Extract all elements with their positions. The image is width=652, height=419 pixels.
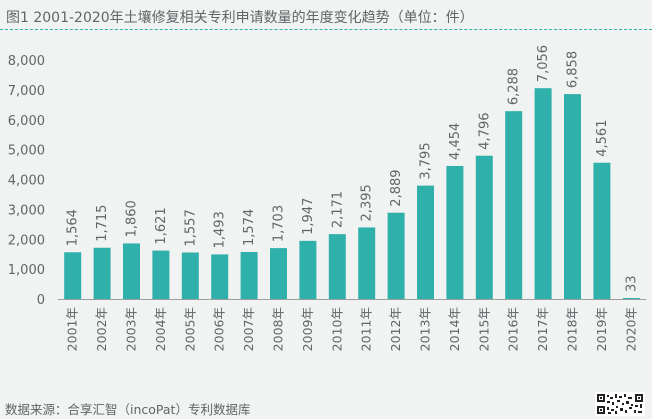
x-tick-label: 2008年 <box>271 307 286 351</box>
x-tick-label: 2011年 <box>359 307 374 351</box>
y-tick-label: 8,000 <box>8 54 45 69</box>
x-tick-label: 2005年 <box>182 307 197 351</box>
y-tick-label: 4,000 <box>8 174 45 189</box>
bar <box>64 252 82 299</box>
bar <box>181 252 199 299</box>
bar <box>446 165 464 299</box>
x-axis-labels: 2001年 2002年 2003年 2004年 2005年 2006年 2007年 2008年… <box>65 307 639 351</box>
y-axis: 0 1,000 2,000 3,000 4,000 5,000 6,000 7,000 8,00… <box>8 54 45 308</box>
data-label: 1,703 <box>272 205 287 242</box>
y-tick-label: 2,000 <box>8 233 45 248</box>
x-tick-label: 2016年 <box>506 307 521 351</box>
x-tick-label: 2006年 <box>212 307 227 351</box>
x-tick-label: 2018年 <box>565 307 580 351</box>
bar <box>387 212 405 299</box>
y-tick-label: 0 <box>37 293 45 308</box>
data-label: 1,574 <box>242 209 257 246</box>
bar <box>93 247 111 299</box>
x-tick-label: 2012年 <box>388 307 403 351</box>
data-label: 7,056 <box>536 45 551 82</box>
data-label: 4,796 <box>477 113 492 150</box>
bar <box>417 185 434 299</box>
x-tick-label: 2001年 <box>65 307 80 351</box>
x-tick-label: 2003年 <box>124 307 139 351</box>
data-label: 1,493 <box>213 211 228 248</box>
bars <box>64 88 640 300</box>
y-tick-label: 6,000 <box>8 114 45 129</box>
qr-code-icon[interactable] <box>595 392 645 416</box>
data-label: 4,561 <box>595 120 610 157</box>
data-label: 1,947 <box>301 198 316 235</box>
data-label: 33 <box>624 275 639 292</box>
bar <box>299 240 317 299</box>
x-tick-label: 2019年 <box>594 307 609 351</box>
data-label: 1,715 <box>95 205 110 242</box>
x-tick-label: 2002年 <box>94 307 109 351</box>
bar <box>358 227 376 299</box>
data-label: 1,557 <box>183 209 198 246</box>
x-tick-label: 2014年 <box>447 307 462 351</box>
x-tick-label: 2017年 <box>535 307 550 351</box>
y-tick-label: 3,000 <box>8 203 45 218</box>
bar <box>622 298 640 299</box>
bar <box>505 111 523 299</box>
bar <box>270 248 287 299</box>
data-label: 4,454 <box>448 123 463 160</box>
data-label: 1,621 <box>154 207 169 244</box>
data-label: 1,860 <box>125 200 140 237</box>
x-tick-label: 2004年 <box>153 307 168 351</box>
y-tick-label: 7,000 <box>8 84 45 99</box>
value-labels: 1,564 1,715 1,860 1,621 1,557 1,493 1,574 1,703… <box>66 45 640 292</box>
bar <box>564 94 581 299</box>
data-label: 2,889 <box>389 169 404 206</box>
bar <box>152 250 170 299</box>
title-divider <box>0 29 652 30</box>
data-label: 2,171 <box>330 191 345 228</box>
x-tick-label: 2009年 <box>300 307 315 351</box>
data-label: 6,288 <box>507 68 522 105</box>
x-tick-label: 2015年 <box>476 307 491 351</box>
x-tick-label: 2020年 <box>623 307 638 351</box>
data-label: 3,795 <box>419 142 434 179</box>
x-tick-label: 2010年 <box>329 307 344 351</box>
bar <box>475 155 493 299</box>
data-label: 2,395 <box>360 184 375 221</box>
bar <box>123 243 140 299</box>
bar <box>240 251 258 299</box>
x-tick-label: 2007年 <box>241 307 256 351</box>
bar <box>211 254 229 299</box>
y-tick-label: 1,000 <box>8 263 45 278</box>
chart-title: 图1 2001-2020年土壤修复相关专利申请数量的年度变化趋势（单位：件） <box>6 10 474 26</box>
y-tick-label: 5,000 <box>8 144 45 159</box>
data-source-note: 数据来源：合享汇智（incoPat）专利数据库 <box>5 402 251 417</box>
bar <box>328 234 346 299</box>
data-label: 6,858 <box>566 51 581 88</box>
bar <box>593 162 611 299</box>
x-tick-label: 2013年 <box>418 307 433 351</box>
data-label: 1,564 <box>66 209 81 246</box>
bar <box>534 88 552 300</box>
